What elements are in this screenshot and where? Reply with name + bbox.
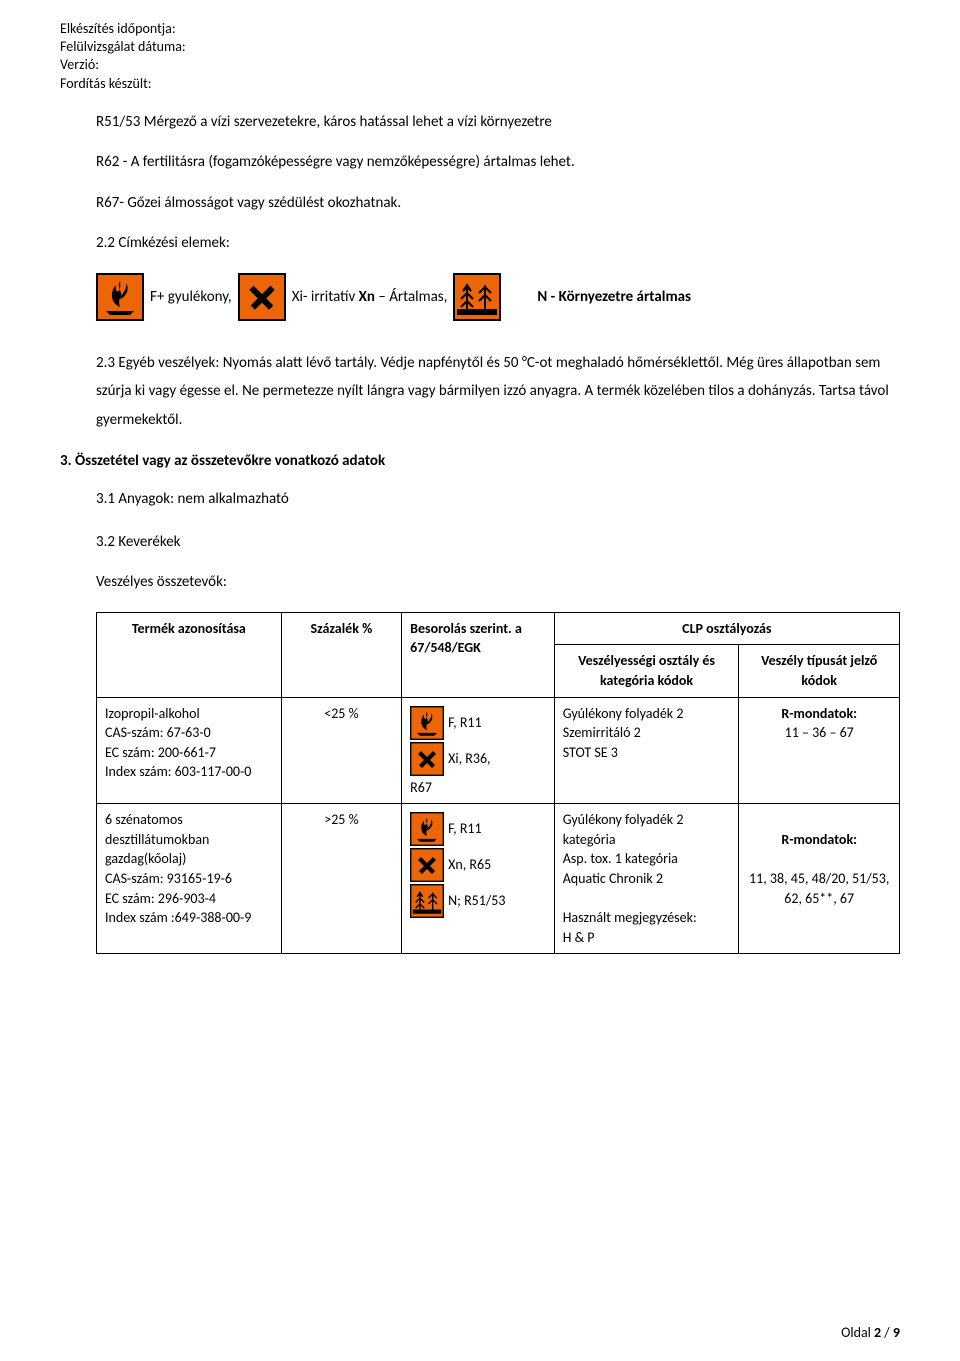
- composition-table: Termék azonosítása Százalék % Besorolás …: [96, 612, 900, 955]
- col-clp-class: Veszélyességi osztály és kategória kódok: [554, 645, 739, 697]
- tree-icon: [453, 273, 501, 321]
- n-label: N - Környezetre ártalmas: [537, 288, 691, 306]
- tree-icon: [410, 884, 444, 918]
- page-footer: Oldal 2 / 9: [841, 1324, 900, 1341]
- pictogram-line: F+ gyulékony, Xi- irritatív Xn – Ártalma…: [96, 273, 900, 321]
- section-2-3: 2.3 Egyéb veszélyek: Nyomás alatt lévő t…: [96, 349, 900, 435]
- section-3-1: 3.1 Anyagok: nem alkalmazható: [96, 488, 900, 511]
- meta-line: Felülvizsgálat dátuma:: [60, 38, 900, 56]
- class-item: F, R11: [410, 812, 546, 846]
- table-row: Izopropil-alkohol CAS-szám: 67-63-0 EC s…: [97, 697, 900, 804]
- cell-clp-class: Gyúlékony folyadék 2 kategória Asp. tox.…: [554, 804, 739, 954]
- section-3-2-sub: Veszélyes összetevők:: [96, 571, 900, 594]
- section-2-body: R51/53 Mérgező a vízi szervezetekre, kár…: [96, 111, 900, 435]
- meta-line: Fordítás készült:: [60, 75, 900, 93]
- class-item: Xn, R65: [410, 848, 546, 882]
- meta-line: Verzió:: [60, 56, 900, 74]
- col-clp-hazard: Veszély típusát jelző kódok: [739, 645, 900, 697]
- cell-percent: >25 %: [281, 804, 401, 954]
- class-item: N; R51/53: [410, 884, 546, 918]
- section-2-2-title: 2.2 Címkézési elemek:: [96, 232, 900, 255]
- section-3-title: 3. Összetétel vagy az összetevőkre vonat…: [60, 452, 900, 470]
- col-clp: CLP osztályozás: [554, 612, 899, 645]
- cell-classification: F, R11 Xi, R36, R67: [402, 697, 555, 804]
- col-percent: Százalék %: [281, 612, 401, 697]
- flame-icon: [410, 706, 444, 740]
- col-product: Termék azonosítása: [97, 612, 282, 697]
- r-phrase-62: R62 - A fertilitásra (fogamzóképességre …: [96, 151, 900, 174]
- section-3-body: 3.1 Anyagok: nem alkalmazható 3.2 Keveré…: [96, 488, 900, 954]
- xcross-icon: [410, 742, 444, 776]
- fplus-label: F+ gyulékony,: [150, 288, 232, 306]
- flame-icon: [410, 812, 444, 846]
- class-text: Xi, R36,: [448, 749, 490, 769]
- table-header-row: Termék azonosítása Százalék % Besorolás …: [97, 612, 900, 645]
- page: Elkészítés időpontja: Felülvizsgálat dát…: [0, 0, 960, 1361]
- xcross-icon: [238, 273, 286, 321]
- col-classification: Besorolás szerint. a 67/548/EGK: [402, 612, 555, 697]
- cell-clp-hazard: R-mondatok:11, 38, 45, 48/20, 51/53, 62,…: [739, 804, 900, 954]
- footer-total: 9: [893, 1324, 900, 1341]
- cell-product: Izopropil-alkohol CAS-szám: 67-63-0 EC s…: [97, 697, 282, 804]
- xcross-icon: [410, 848, 444, 882]
- r-phrase-51-53: R51/53 Mérgező a vízi szervezetekre, kár…: [96, 111, 900, 134]
- class-text: F, R11: [448, 819, 482, 839]
- cell-clp-class: Gyúlékony folyadék 2 Szemirritáló 2 STOT…: [554, 697, 739, 804]
- class-text: N; R51/53: [448, 891, 505, 911]
- footer-sep: /: [881, 1324, 893, 1341]
- r-phrase-67: R67- Gőzei álmosságot vagy szédülést oko…: [96, 192, 900, 215]
- cell-classification: F, R11 Xn, R65 N; R51/53: [402, 804, 555, 954]
- header-meta: Elkészítés időpontja: Felülvizsgálat dát…: [60, 20, 900, 93]
- footer-prefix: Oldal: [841, 1324, 874, 1341]
- section-3-2: 3.2 Keverékek: [96, 531, 900, 554]
- table-row: 6 szénatomos desztillátumokban gazdag(kő…: [97, 804, 900, 954]
- meta-line: Elkészítés időpontja:: [60, 20, 900, 38]
- class-item: Xi, R36,: [410, 742, 546, 776]
- xi-label: Xi- irritatív Xn – Ártalmas,: [292, 288, 448, 306]
- class-item: F, R11: [410, 706, 546, 740]
- cell-product: 6 szénatomos desztillátumokban gazdag(kő…: [97, 804, 282, 954]
- class-text: Xn, R65: [448, 855, 491, 875]
- cell-clp-hazard: R-mondatok:11 – 36 – 67: [739, 697, 900, 804]
- cell-percent: <25 %: [281, 697, 401, 804]
- flame-icon: [96, 273, 144, 321]
- class-text: F, R11: [448, 713, 482, 733]
- class-tail: R67: [410, 778, 546, 798]
